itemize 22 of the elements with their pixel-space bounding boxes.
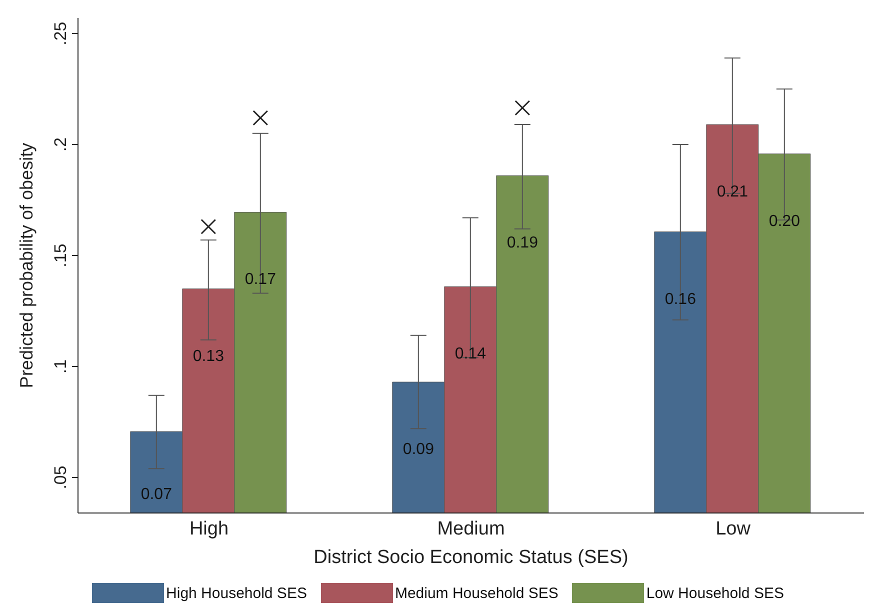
y-tick-label: .15 (51, 244, 70, 268)
data-label: 0.17 (244, 271, 276, 288)
legend-label: Low Household SES (646, 584, 784, 602)
x-tick-label: Medium (437, 518, 505, 540)
y-tick-label: .05 (51, 466, 70, 490)
data-label: 0.07 (140, 486, 172, 503)
data-label: 0.14 (454, 346, 486, 363)
data-label: 0.19 (506, 234, 538, 252)
x-tick-label: Low (716, 518, 751, 540)
legend-label: Medium Household SES (394, 584, 558, 602)
data-label: 0.16 (664, 290, 696, 308)
data-label: 0.13 (192, 348, 224, 365)
y-tick-label: .2 (51, 137, 70, 152)
x-tick-label: High (189, 518, 229, 540)
x-axis-title: District Socio Economic Status (SES) (314, 547, 628, 568)
legend-label: High Household SES (166, 584, 307, 602)
data-label: 0.09 (402, 441, 434, 458)
y-tick-label: .1 (51, 359, 70, 374)
y-tick-label: .25 (51, 22, 70, 46)
y-axis-title: Predicted probability of obesity (16, 142, 36, 388)
data-label: 0.21 (716, 184, 748, 201)
data-label: 0.20 (768, 212, 800, 230)
